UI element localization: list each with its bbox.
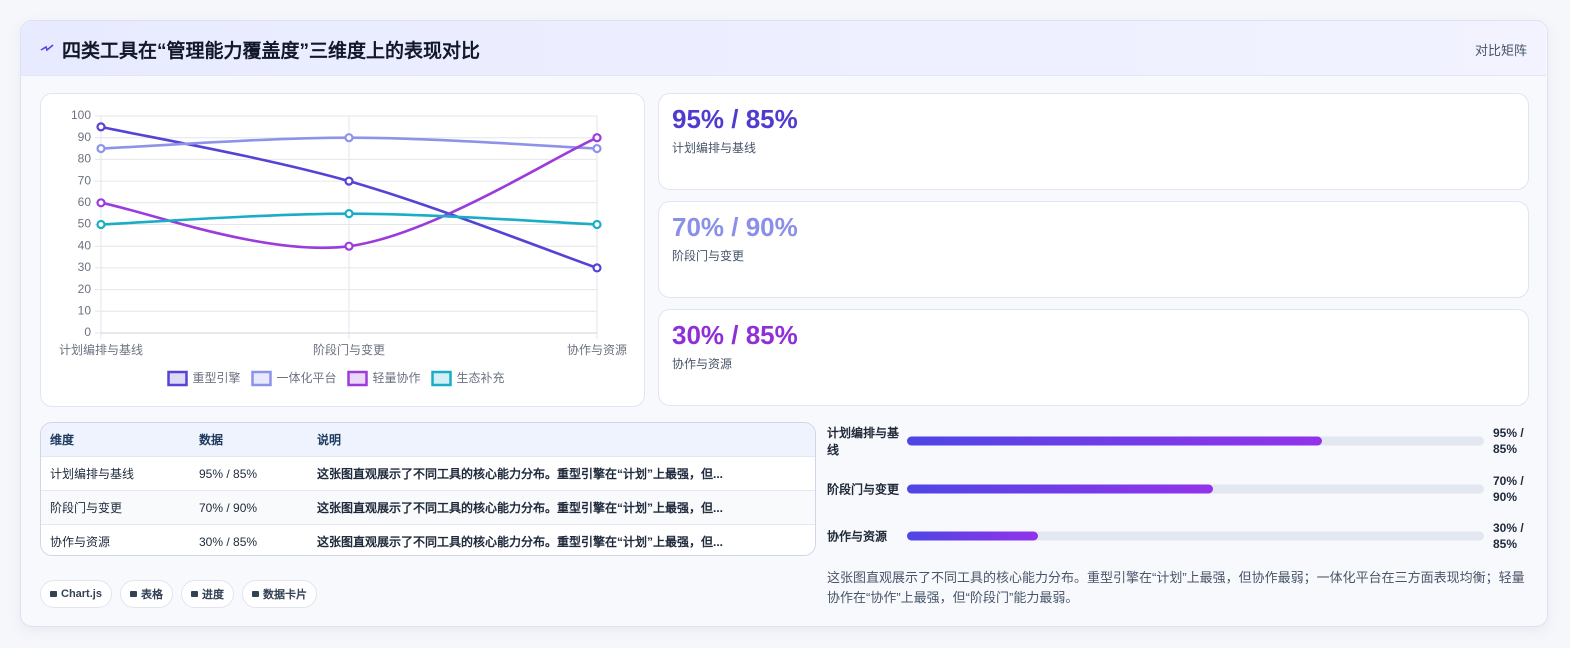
- data-table-wrap: 维度 数据 说明 计划编排与基线 95% / 85% 这张图直观展示了不同工具的核心能力分…: [40, 422, 816, 556]
- tag[interactable]: Chart.js: [40, 580, 112, 608]
- stat-card: 70% / 90% 阶段门与变更: [658, 201, 1529, 298]
- data-point: [344, 209, 354, 219]
- table-header-cell: 数据: [190, 423, 308, 457]
- data-point: [592, 133, 602, 143]
- legend-swatch: [347, 370, 368, 387]
- y-tick-label: 40: [78, 238, 92, 252]
- header-title: 四类工具在“管理能力覆盖度”三维度上的表现对比: [62, 41, 481, 62]
- stat-label: 协作与资源: [672, 357, 733, 371]
- progress-label: 计划编排与基线: [827, 426, 900, 457]
- table-cell: 这张图直观展示了不同工具的核心能力分布。重型引擎在“计划”上最强，但...: [308, 490, 815, 525]
- table-cell: 阶段门与变更: [41, 490, 190, 525]
- table-cell: 95% / 85%: [190, 456, 308, 491]
- legend-label: 轻量协作: [373, 370, 421, 385]
- tag-icon: [50, 591, 57, 597]
- data-point: [96, 198, 106, 208]
- legend-swatch: [251, 370, 272, 387]
- progress-track: [907, 531, 1484, 541]
- legend-swatch: [167, 370, 188, 387]
- stat-value: 70% / 90%: [672, 212, 798, 242]
- y-tick-label: 90: [78, 130, 92, 144]
- data-point: [344, 133, 354, 143]
- data-point: [96, 143, 106, 154]
- tag-icon: [251, 591, 259, 597]
- tag[interactable]: 数据卡片: [241, 580, 317, 608]
- data-point: [344, 176, 354, 186]
- table-cell: 30% / 85%: [190, 524, 308, 555]
- table-cell: 计划编排与基线: [41, 456, 190, 491]
- y-tick-label: 0: [84, 325, 91, 339]
- data-point: [96, 122, 106, 132]
- tag-icon: [190, 591, 198, 597]
- y-tick-label: 70: [78, 173, 92, 187]
- chart-panel: 0 10 20 30 40 50 60 70 80 90 100 计划编排与基线 阶段门与变更 协作与资源…: [40, 93, 645, 407]
- summary: 这张图直观展示了不同工具的核心能力分布。重型引擎在“计划”上最强，但协作最弱；一…: [827, 570, 1525, 605]
- y-tick-label: 60: [78, 195, 92, 209]
- progress-fill: [907, 484, 1213, 493]
- legend-swatch: [431, 370, 452, 387]
- table-header-cell: 维度: [41, 423, 190, 457]
- y-tick-label: 80: [78, 152, 92, 166]
- legend-label: 一体化平台: [277, 370, 337, 385]
- stat-card: 30% / 85% 协作与资源: [658, 309, 1529, 406]
- progress-track: [907, 436, 1484, 446]
- progress-value: 95% / 85%: [1493, 426, 1524, 456]
- tag-list: Chart.js 表格 进度 数据卡片: [40, 580, 317, 608]
- data-point: [344, 241, 354, 251]
- y-tick-label: 50: [78, 217, 92, 231]
- progress-label: 协作与资源: [827, 529, 888, 544]
- tag[interactable]: 表格: [119, 580, 173, 608]
- x-tick-label: 协作与资源: [567, 342, 627, 357]
- progress-track: [907, 484, 1484, 493]
- x-tick-label: 阶段门与变更: [313, 342, 385, 357]
- progress-value: 30% / 85%: [1493, 521, 1524, 551]
- table-row: 计划编排与基线 95% / 85% 这张图直观展示了不同工具的核心能力分布。重型引擎…: [41, 456, 815, 491]
- table-cell: 这张图直观展示了不同工具的核心能力分布。重型引擎在“计划”上最强，但...: [308, 524, 815, 555]
- data-point: [592, 263, 602, 273]
- table-row: 协作与资源 30% / 85% 这张图直观展示了不同工具的核心能力分布。重型引擎在“…: [41, 524, 815, 555]
- data-table: 维度 数据 说明 计划编排与基线 95% / 85% 这张图直观展示了不同工具的核心能力分…: [41, 423, 815, 555]
- y-tick-label: 100: [71, 108, 91, 122]
- data-point: [592, 143, 602, 154]
- y-tick-label: 10: [78, 303, 92, 317]
- progress-fill: [907, 531, 1039, 541]
- legend-label: 生态补充: [457, 370, 505, 385]
- chart: 0 10 20 30 40 50 60 70 80 90 100 计划编排与基线 阶段门与变更 协作与资源…: [59, 108, 627, 387]
- data-point: [592, 219, 602, 230]
- table-header: 维度 数据 说明: [41, 423, 815, 457]
- stat-value: 30% / 85%: [672, 320, 798, 350]
- tag-icon: [129, 591, 137, 597]
- legend-label: 重型引擎: [193, 370, 241, 385]
- card-header: [21, 21, 1546, 76]
- tag-label: 进度: [201, 589, 224, 601]
- tag[interactable]: 进度: [180, 580, 234, 608]
- table-cell: 这张图直观展示了不同工具的核心能力分布。重型引擎在“计划”上最强，但...: [308, 456, 815, 491]
- tag-label: 表格: [140, 589, 163, 601]
- tag-label: Chart.js: [61, 588, 102, 600]
- table-cell: 70% / 90%: [190, 490, 308, 525]
- header-icon: [40, 44, 54, 52]
- x-tick-label: 计划编排与基线: [59, 342, 143, 357]
- stat-label: 阶段门与变更: [672, 249, 745, 263]
- y-tick-label: 30: [78, 260, 92, 274]
- table-row: 阶段门与变更 70% / 90% 这张图直观展示了不同工具的核心能力分布。重型引擎在…: [41, 490, 815, 525]
- table-body: 计划编排与基线 95% / 85% 这张图直观展示了不同工具的核心能力分布。重型引擎…: [41, 456, 815, 555]
- table-header-cell: 说明: [308, 423, 815, 457]
- stat-card: 95% / 85% 计划编排与基线: [658, 93, 1529, 190]
- table-cell: 协作与资源: [41, 524, 190, 555]
- progress-value: 70% / 90%: [1493, 473, 1524, 504]
- tag-label: 数据卡片: [262, 589, 307, 601]
- stat-label: 计划编排与基线: [672, 141, 757, 155]
- progress-label: 阶段门与变更: [827, 482, 900, 496]
- progress-fill: [907, 436, 1323, 446]
- header-badge[interactable]: 对比矩阵: [1475, 43, 1528, 58]
- y-tick-label: 20: [78, 282, 92, 296]
- data-point: [96, 219, 106, 230]
- stat-value: 95% / 85%: [672, 104, 798, 134]
